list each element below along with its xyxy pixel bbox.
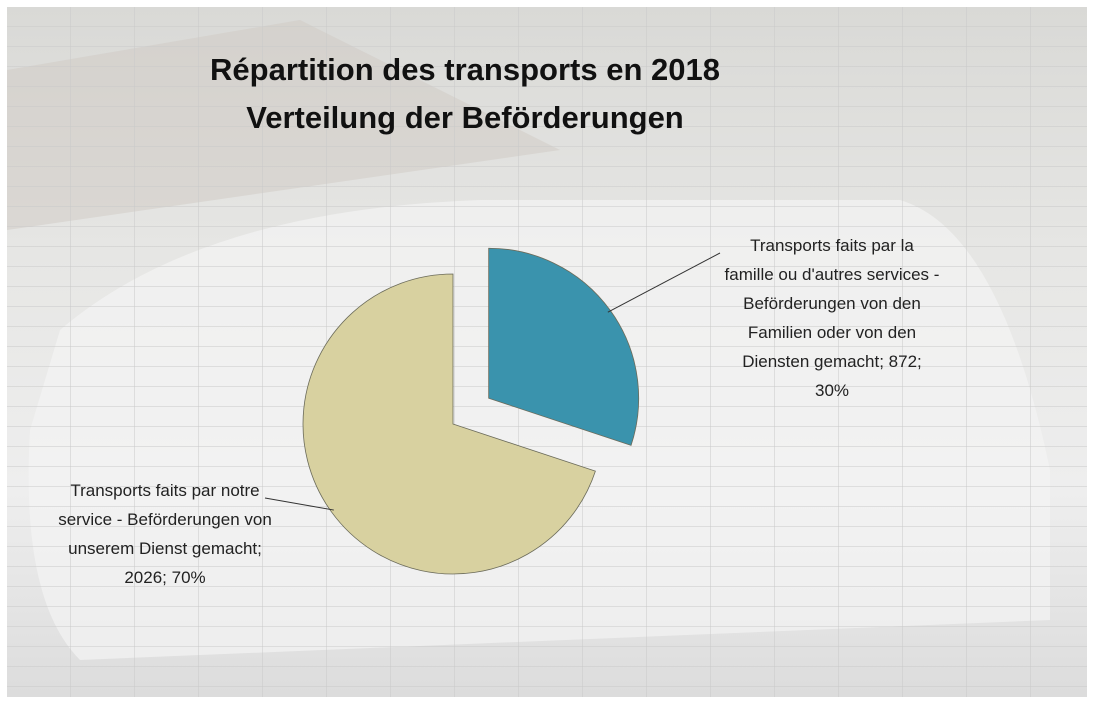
chart-title: Répartition des transports en 2018: [210, 52, 720, 87]
chart-title: Verteilung der Beförderungen: [246, 100, 684, 135]
label-line: 2026; 70%: [124, 568, 205, 587]
data-label: Transports faits par la famille ou d'autr…: [725, 236, 940, 400]
label-line: Transports faits par notre: [70, 481, 259, 500]
pie-slice: [302, 273, 596, 575]
label-line: Transports faits par la: [750, 236, 914, 255]
leader-line: [264, 497, 334, 511]
label-line: unserem Dienst gemacht;: [68, 539, 262, 558]
data-label: Transports faits par notre service - Befö…: [58, 481, 272, 587]
label-line: famille ou d'autres services -: [725, 265, 940, 284]
leader-line: [607, 252, 721, 313]
label-line: Familien oder von den: [748, 323, 916, 342]
label-line: service - Beförderungen von: [58, 510, 272, 529]
label-line: Diensten gemacht; 872;: [742, 352, 922, 371]
label-line: Beförderungen von den: [743, 294, 921, 313]
label-line: 30%: [815, 381, 849, 400]
